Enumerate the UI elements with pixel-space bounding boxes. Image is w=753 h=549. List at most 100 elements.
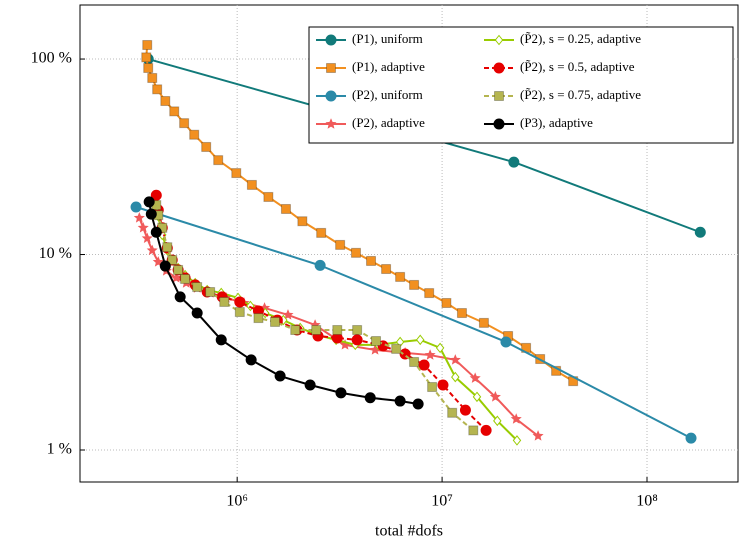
marker <box>263 191 274 202</box>
legend-label: (P3), adaptive <box>520 115 593 130</box>
marker <box>510 413 522 424</box>
marker <box>441 297 452 308</box>
marker <box>215 334 227 346</box>
marker <box>456 308 467 319</box>
marker <box>280 203 291 214</box>
y-tick-label: 10 % <box>39 245 72 262</box>
marker <box>394 395 406 407</box>
marker <box>435 342 445 354</box>
y-tick-label: 100 % <box>31 50 72 67</box>
marker <box>170 272 182 283</box>
marker <box>219 296 230 307</box>
marker <box>290 325 301 336</box>
marker <box>311 325 322 336</box>
marker <box>478 317 489 328</box>
legend-label: (P2), adaptive <box>352 115 425 130</box>
marker <box>191 307 203 319</box>
legend-label: (P1), adaptive <box>352 59 425 74</box>
marker <box>694 226 706 238</box>
marker <box>150 189 162 201</box>
y-tick-label: 1 % <box>47 441 72 458</box>
marker <box>366 255 377 266</box>
marker <box>494 34 504 46</box>
marker <box>179 118 190 129</box>
marker <box>314 259 326 271</box>
marker <box>418 359 430 371</box>
x-tick-label: 10⁷ <box>431 493 453 510</box>
marker <box>493 62 505 74</box>
marker <box>304 379 316 391</box>
marker <box>201 141 212 152</box>
marker <box>150 226 162 238</box>
legend-label: (P̃2), s = 0.5, adaptive <box>520 59 635 74</box>
marker <box>449 354 461 365</box>
marker <box>141 52 152 63</box>
marker <box>137 221 149 233</box>
marker <box>245 354 257 366</box>
x-tick-label: 10⁶ <box>226 493 248 510</box>
marker <box>133 212 145 223</box>
series-line <box>155 204 474 432</box>
marker <box>162 242 173 253</box>
marker <box>316 227 327 238</box>
marker <box>409 279 420 290</box>
marker <box>143 62 154 73</box>
marker <box>160 96 171 107</box>
marker <box>146 244 158 256</box>
marker <box>335 239 346 250</box>
marker <box>167 255 178 266</box>
marker <box>351 334 363 346</box>
marker <box>350 247 361 258</box>
marker <box>424 288 435 299</box>
marker <box>141 232 153 244</box>
marker <box>493 118 505 130</box>
marker <box>489 391 501 402</box>
marker <box>424 349 436 360</box>
marker <box>174 291 186 303</box>
marker <box>274 370 286 382</box>
marker <box>371 336 382 347</box>
legend-label: (P̃2), s = 0.75, adaptive <box>520 87 641 102</box>
legend-box <box>308 26 734 144</box>
x-tick-label: 10⁸ <box>636 493 658 510</box>
marker <box>364 392 376 404</box>
marker <box>325 118 337 129</box>
marker <box>685 432 697 444</box>
marker <box>447 407 458 418</box>
marker <box>159 260 171 272</box>
marker <box>253 313 264 324</box>
marker <box>147 72 158 83</box>
marker <box>381 264 392 275</box>
legend-label: (P̃2), s = 0.25, adaptive <box>520 31 641 46</box>
marker <box>234 307 245 318</box>
marker <box>335 387 347 399</box>
marker <box>480 424 492 436</box>
marker <box>152 256 164 267</box>
marker <box>130 201 142 213</box>
marker <box>231 168 242 179</box>
marker <box>427 382 438 393</box>
marker <box>152 84 163 95</box>
marker <box>173 264 184 275</box>
marker <box>325 34 337 46</box>
legend-label: (P1), uniform <box>352 31 423 46</box>
marker <box>412 398 424 410</box>
marker <box>246 179 257 190</box>
marker <box>326 63 336 73</box>
marker <box>145 208 157 220</box>
marker <box>325 90 337 102</box>
marker <box>469 372 481 383</box>
marker <box>332 325 343 336</box>
marker <box>532 430 544 441</box>
marker <box>352 325 363 336</box>
marker <box>493 415 502 427</box>
marker <box>213 155 224 166</box>
marker <box>494 91 504 101</box>
marker <box>395 271 406 282</box>
plot-frame <box>79 4 739 483</box>
marker <box>500 336 512 348</box>
marker <box>459 404 471 416</box>
marker <box>282 309 294 320</box>
marker <box>391 343 402 354</box>
